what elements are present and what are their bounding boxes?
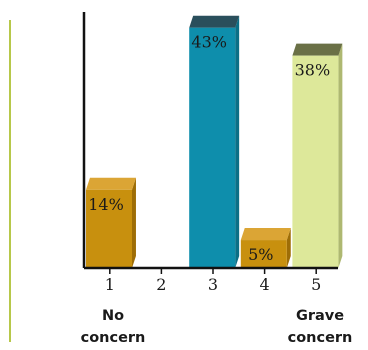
x-tick-label-3: 3 <box>208 275 218 294</box>
data-label-1: 14% <box>88 195 124 214</box>
bar-side-1 <box>132 177 136 268</box>
x-tick-label-1: 1 <box>105 275 115 294</box>
bar-3 <box>189 15 240 268</box>
bar-4 <box>240 228 291 268</box>
left-end-label-line1: No <box>102 308 124 324</box>
bar-5 <box>292 43 343 268</box>
right-end-label-line2: concern <box>288 330 353 346</box>
bar-top-4 <box>240 228 291 241</box>
ticks-layer <box>109 268 317 274</box>
bar-top-1 <box>86 177 136 190</box>
bar-1 <box>86 177 136 268</box>
data-label-5: 38% <box>295 61 331 80</box>
left-end-label-line2: concern <box>81 330 146 346</box>
bar-top-3 <box>189 15 240 28</box>
x-tick-label-4: 4 <box>260 275 270 294</box>
bar-side-5 <box>338 43 343 268</box>
bar-front-1 <box>86 189 132 268</box>
labels-layer: 14% 1 2 43% 3 5% 4 38% 5 <box>88 33 330 294</box>
x-tick-label-2: 2 <box>156 275 166 294</box>
bar-side-3 <box>235 15 240 268</box>
bars-layer <box>86 15 343 268</box>
right-end-label-line1: Grave <box>296 308 344 324</box>
bar-front-4 <box>240 240 287 268</box>
bar-front-3 <box>189 27 236 268</box>
bar-top-5 <box>292 43 343 56</box>
data-label-4: 5% <box>248 245 273 264</box>
bar-front-5 <box>292 55 339 268</box>
x-tick-label-5: 5 <box>311 275 321 294</box>
data-label-3: 43% <box>191 33 227 52</box>
bar-side-4 <box>286 228 291 268</box>
